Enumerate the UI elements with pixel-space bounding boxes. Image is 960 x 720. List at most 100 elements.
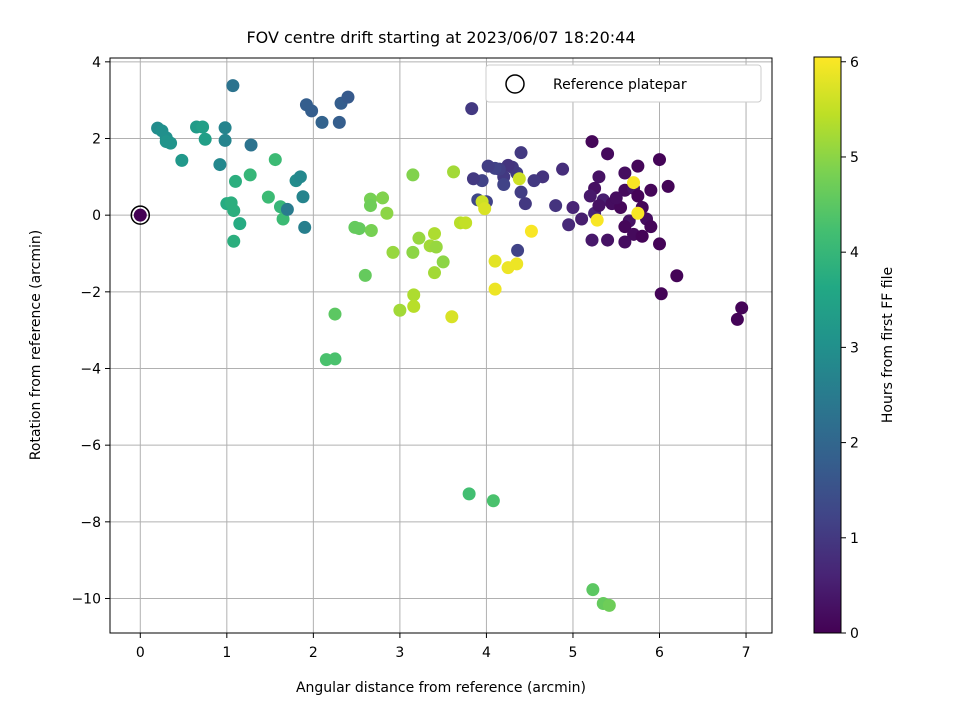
legend-marker-reference-platepar <box>505 74 525 94</box>
data-point <box>566 201 580 214</box>
data-point <box>488 282 502 296</box>
reference-platepar-marker <box>130 205 151 225</box>
data-point <box>332 115 346 129</box>
data-point <box>393 303 407 317</box>
data-point <box>631 189 645 203</box>
data-point <box>352 222 366 236</box>
data-point <box>585 135 599 149</box>
data-point <box>486 494 500 508</box>
data-point <box>488 254 502 268</box>
data-point <box>466 172 480 186</box>
data-point <box>601 147 615 161</box>
data-point <box>586 583 600 597</box>
data-points <box>133 79 749 612</box>
data-point <box>556 162 570 176</box>
legend-label-reference-platepar: Reference platepar <box>553 77 687 93</box>
y-tick-label: −2 <box>80 285 101 301</box>
data-point <box>478 202 492 216</box>
reference-data-point <box>133 208 147 222</box>
data-point <box>406 168 420 182</box>
data-point <box>406 245 420 259</box>
data-point <box>644 220 658 234</box>
colorbar-tick-label: 2 <box>850 436 859 452</box>
data-point <box>635 229 649 243</box>
chart-title: FOV centre drift starting at 2023/06/07 … <box>246 28 635 47</box>
data-point <box>631 206 645 220</box>
data-point <box>407 299 421 313</box>
data-point <box>227 204 241 218</box>
data-point <box>280 202 294 216</box>
plot-area: 0 1 2 3 4 5 6 7 4 2 0 −2 −4 −6 −8 −10 <box>71 55 773 661</box>
data-point <box>592 199 606 213</box>
colorbar-label: Hours from first FF file <box>880 267 896 423</box>
data-point <box>618 220 632 234</box>
y-tick-label: 4 <box>92 55 101 71</box>
data-point <box>305 104 319 118</box>
data-point <box>428 266 442 280</box>
data-point <box>511 243 525 257</box>
colorbar-tick-label: 1 <box>850 531 859 547</box>
data-point <box>228 174 242 188</box>
data-point <box>198 132 212 146</box>
data-point <box>164 136 178 150</box>
data-point <box>459 216 473 230</box>
data-point <box>583 189 597 203</box>
data-point <box>654 287 668 301</box>
data-point <box>497 178 511 191</box>
legend-box <box>485 64 762 103</box>
data-point <box>386 245 400 259</box>
data-point <box>296 190 310 204</box>
x-axis-label: Angular distance from reference (arcmin) <box>296 680 586 696</box>
colorbar-tick-label: 0 <box>850 626 859 642</box>
data-point <box>364 224 378 237</box>
data-point <box>218 121 232 135</box>
data-point <box>227 234 241 248</box>
data-point <box>527 174 541 188</box>
data-point <box>592 170 606 184</box>
legend: Reference platepar <box>485 64 762 103</box>
data-point <box>481 159 495 173</box>
data-point <box>510 257 524 271</box>
data-point <box>436 255 450 269</box>
data-point <box>358 268 372 282</box>
data-point <box>445 310 459 324</box>
data-point <box>412 231 426 245</box>
x-tick-label: 4 <box>482 645 491 661</box>
data-point <box>175 153 189 167</box>
colorbar-tick-label: 6 <box>850 55 859 71</box>
colorbar: 0 1 2 3 4 5 6 Hours from first FF file <box>813 55 896 642</box>
colorbar-tick-label: 4 <box>850 245 859 261</box>
data-point <box>518 197 532 211</box>
data-point <box>514 146 528 160</box>
x-tick-label: 7 <box>742 645 751 661</box>
x-tick-label: 2 <box>309 645 318 661</box>
colorbar-tick-label: 3 <box>850 340 859 356</box>
data-point <box>218 133 232 147</box>
y-tick-label: −10 <box>71 592 101 608</box>
x-tick-label: 5 <box>569 645 578 661</box>
data-point <box>618 166 632 180</box>
colorbar-gradient <box>813 56 842 634</box>
data-point <box>428 227 442 241</box>
x-tick-label: 1 <box>222 645 231 661</box>
data-point <box>549 199 563 213</box>
data-point <box>590 213 604 227</box>
data-point <box>261 190 275 204</box>
data-point <box>653 237 667 251</box>
data-point <box>293 170 307 184</box>
data-point <box>575 212 589 226</box>
y-axis-ticks: 4 2 0 −2 −4 −6 −8 −10 <box>71 55 110 608</box>
x-tick-label: 6 <box>655 645 664 661</box>
data-point <box>644 183 658 197</box>
data-point <box>462 487 476 501</box>
data-point <box>328 352 342 366</box>
data-point <box>562 218 576 232</box>
data-point <box>631 159 645 173</box>
x-tick-label: 0 <box>136 645 145 661</box>
data-point <box>298 220 312 234</box>
data-point <box>243 168 257 182</box>
grid <box>110 58 772 633</box>
y-axis-label: Rotation from reference (arcmin) <box>28 230 44 460</box>
y-tick-label: −8 <box>80 515 101 531</box>
